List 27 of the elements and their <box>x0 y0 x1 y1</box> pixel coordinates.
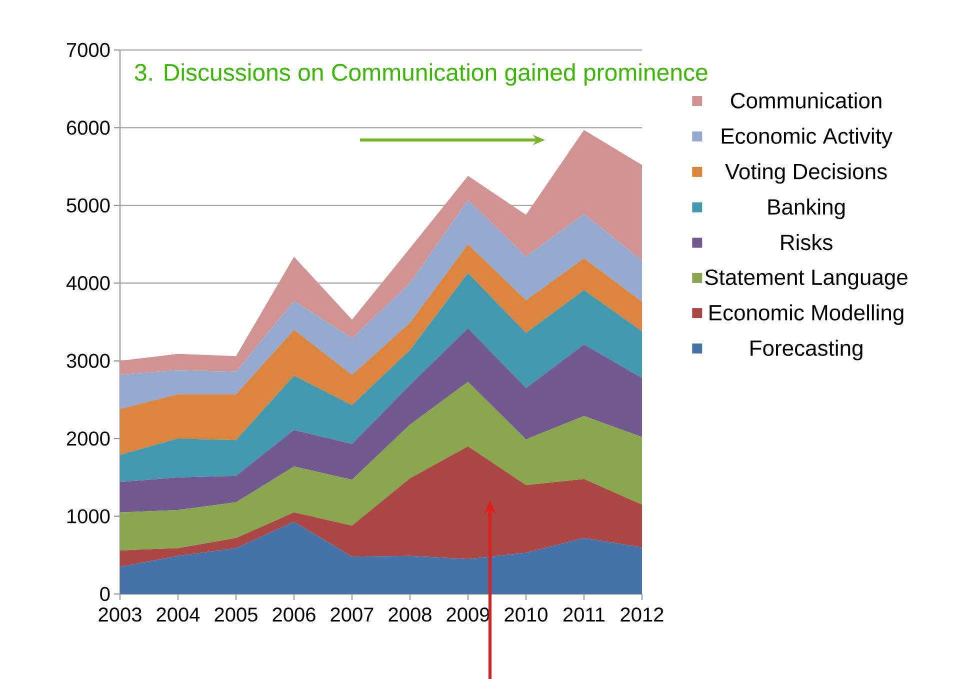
x-tick-label: 2009 <box>446 608 490 622</box>
y-tick-label: 2000 <box>66 431 110 446</box>
legend-label: Economic Modelling <box>710 304 904 325</box>
legend-label: Economic Activity <box>722 128 892 148</box>
y-tick-label: 7000 <box>67 42 110 58</box>
x-tick-label: 2012 <box>620 608 664 622</box>
x-tick-label: 2006 <box>272 608 316 622</box>
text: Banking <box>768 198 845 220</box>
legend-label: Forecasting <box>750 340 862 360</box>
y-tick-label: 6000 <box>67 120 110 135</box>
y-tick-label: 3000 <box>66 354 110 368</box>
x-tick-label: 2007 <box>330 608 374 622</box>
y-tick-label: 1000 <box>68 509 110 524</box>
x-tick-label: 2010 <box>504 608 548 622</box>
text: Risks <box>781 234 832 250</box>
annotation: 3. Discussions on Communication gained prominence <box>134 63 708 86</box>
x-tick-label: 2005 <box>214 608 258 622</box>
legend-label: Statement Language <box>705 269 908 290</box>
legend-label: Communication <box>730 92 882 108</box>
x-tick-label: 2008 <box>388 608 432 622</box>
y-tick-label: 0 <box>100 586 110 602</box>
legend-label: Voting Decisions <box>725 163 887 184</box>
x-tick-label: 2003 <box>98 608 142 622</box>
x-tick-label: 2011 <box>563 608 605 622</box>
y-tick-label: 5000 <box>66 198 110 212</box>
x-tick-label: 2004 <box>156 608 200 622</box>
y-tick-label: 4000 <box>66 276 110 290</box>
